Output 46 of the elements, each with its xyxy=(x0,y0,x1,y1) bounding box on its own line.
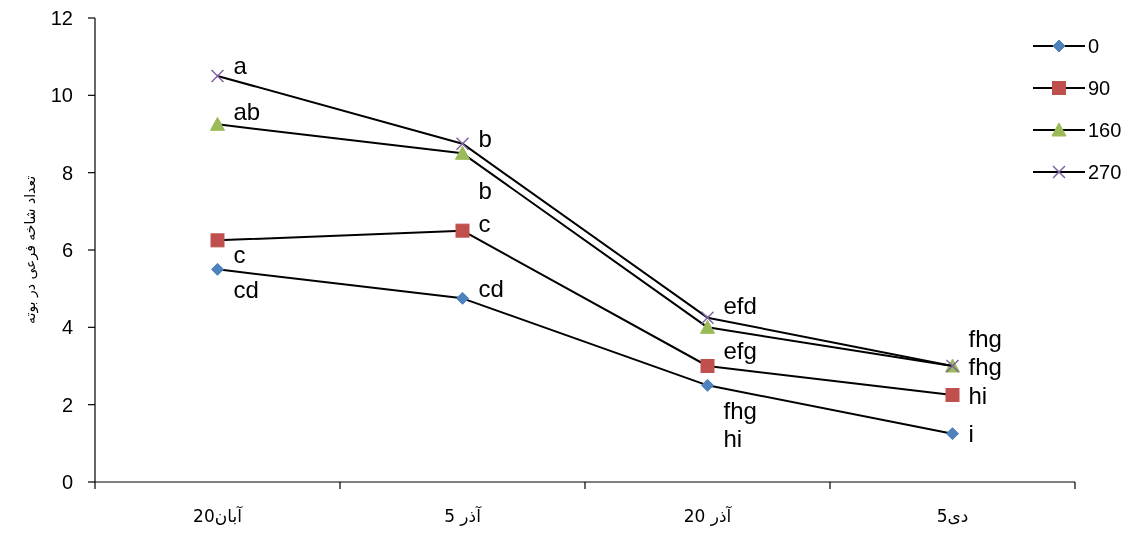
legend-label: 270 xyxy=(1088,161,1122,183)
annotation: cd xyxy=(478,274,504,302)
point xyxy=(700,310,715,325)
legend-label: 90 xyxy=(1088,77,1111,99)
annotation: i xyxy=(968,420,974,448)
y-axis-title: تعداد شاخه فرعی در بوته xyxy=(22,175,39,325)
x-tick-label: 5 آذر xyxy=(444,505,483,526)
legend-label: 160 xyxy=(1088,119,1122,141)
y-tick-label: 10 xyxy=(50,84,73,107)
point xyxy=(700,319,715,334)
point xyxy=(701,378,714,392)
annotation: efd xyxy=(723,292,757,320)
annotation: c xyxy=(233,240,246,268)
point xyxy=(455,223,470,238)
point xyxy=(210,116,225,131)
point xyxy=(455,145,470,160)
annotation: fhg xyxy=(723,396,757,424)
point xyxy=(210,69,225,83)
point xyxy=(456,291,469,305)
annotation: ab xyxy=(233,97,261,125)
annotation: hi xyxy=(723,424,743,452)
legend-label: 0 xyxy=(1088,35,1100,57)
annotation: fhg xyxy=(968,324,1002,352)
annotation: hi xyxy=(968,381,988,409)
x-tick-label: 5دی xyxy=(936,506,969,526)
x-tick-label: 20آبان xyxy=(193,505,244,526)
point xyxy=(211,262,224,276)
annotation: a xyxy=(233,51,248,79)
point xyxy=(945,388,960,402)
y-tick-label: 4 xyxy=(61,316,73,339)
annotation: cd xyxy=(233,275,259,303)
annotation: b xyxy=(478,125,492,153)
annotation: efg xyxy=(723,336,757,364)
annotation: b xyxy=(478,176,492,204)
point xyxy=(946,427,959,441)
y-tick-label: 6 xyxy=(61,239,73,261)
annotation: c xyxy=(478,210,491,238)
point xyxy=(700,359,715,373)
y-tick-label: 0 xyxy=(61,471,73,493)
y-tick-label: 2 xyxy=(61,393,73,416)
annotation: fhg xyxy=(968,352,1002,380)
point xyxy=(455,136,470,151)
x-tick-label: 20 آذر xyxy=(683,505,733,526)
y-tick-label: 12 xyxy=(50,7,73,29)
point xyxy=(210,233,225,248)
y-tick-label: 8 xyxy=(61,161,73,184)
